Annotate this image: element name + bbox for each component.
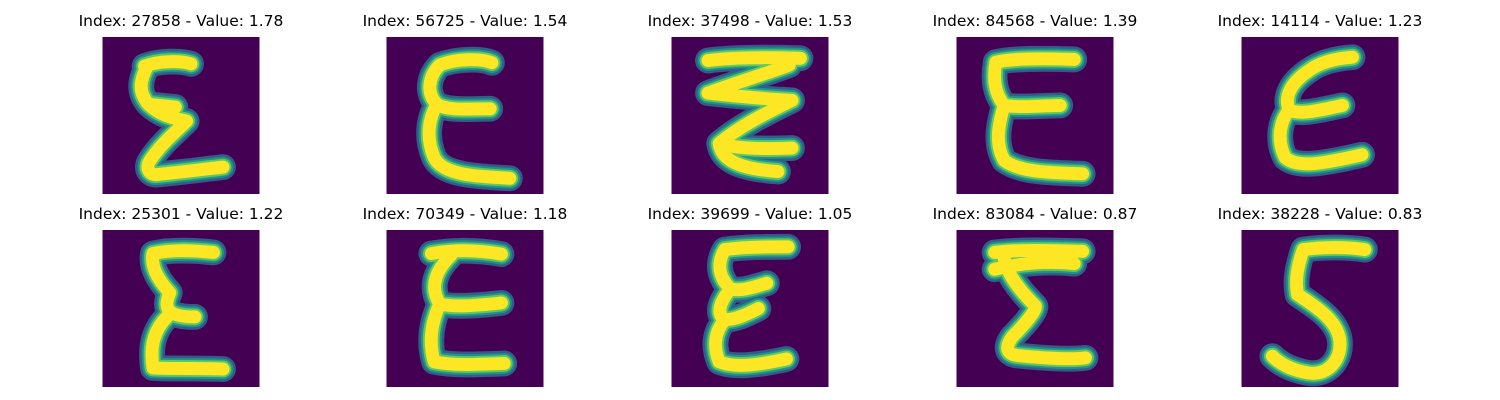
digit-panel-8: Index: 39699 - Value: 1.05 — [640, 205, 860, 387]
digit-image — [671, 230, 829, 387]
panel-title: Index: 14114 - Value: 1.23 — [1217, 12, 1423, 30]
digit-image — [1241, 37, 1399, 194]
digit-stroke-layer-4 — [134, 55, 230, 182]
digit-image — [956, 37, 1114, 194]
digit-stroke-layer-4 — [1265, 241, 1372, 380]
panel-title: Index: 38228 - Value: 0.83 — [1217, 205, 1423, 223]
digit-image — [386, 230, 544, 387]
panel-title: Index: 84568 - Value: 1.39 — [932, 12, 1138, 30]
panel-title: Index: 27858 - Value: 1.78 — [78, 12, 284, 30]
digit-panel-1: Index: 27858 - Value: 1.78 — [71, 12, 291, 194]
digit-image — [1241, 230, 1399, 387]
digit-panel-4: Index: 84568 - Value: 1.39 — [925, 12, 1145, 194]
panel-title: Index: 39699 - Value: 1.05 — [647, 205, 853, 223]
digit-stroke-layer-4 — [701, 51, 807, 179]
digit-panel-7: Index: 70349 - Value: 1.18 — [355, 205, 575, 387]
digit-stroke-layer-4 — [424, 244, 511, 371]
digit-image — [102, 37, 260, 194]
panel-title: Index: 83084 - Value: 0.87 — [932, 205, 1138, 223]
panel-title: Index: 70349 - Value: 1.18 — [362, 205, 568, 223]
digit-stroke-layer-4 — [145, 244, 230, 376]
digit-panel-10: Index: 38228 - Value: 0.83 — [1210, 205, 1430, 387]
digit-stroke-layer-4 — [988, 243, 1092, 366]
panel-title: Index: 37498 - Value: 1.53 — [647, 12, 853, 30]
digit-stroke-layer-4 — [1273, 50, 1369, 171]
digit-stroke-layer-4 — [422, 53, 517, 185]
panel-title: Index: 56725 - Value: 1.54 — [362, 12, 568, 30]
digit-stroke-layer-4 — [709, 240, 795, 372]
digit-image — [671, 37, 829, 194]
digit-image — [102, 230, 260, 387]
panel-title: Index: 25301 - Value: 1.22 — [78, 205, 284, 223]
digit-panel-9: Index: 83084 - Value: 0.87 — [925, 205, 1145, 387]
digit-stroke-layer-4 — [988, 52, 1090, 181]
digit-panel-2: Index: 56725 - Value: 1.54 — [355, 12, 575, 194]
digit-image — [386, 37, 544, 194]
digit-panel-6: Index: 25301 - Value: 1.22 — [71, 205, 291, 387]
digit-panel-5: Index: 14114 - Value: 1.23 — [1210, 12, 1430, 194]
digit-image — [956, 230, 1114, 387]
digit-panel-3: Index: 37498 - Value: 1.53 — [640, 12, 860, 194]
